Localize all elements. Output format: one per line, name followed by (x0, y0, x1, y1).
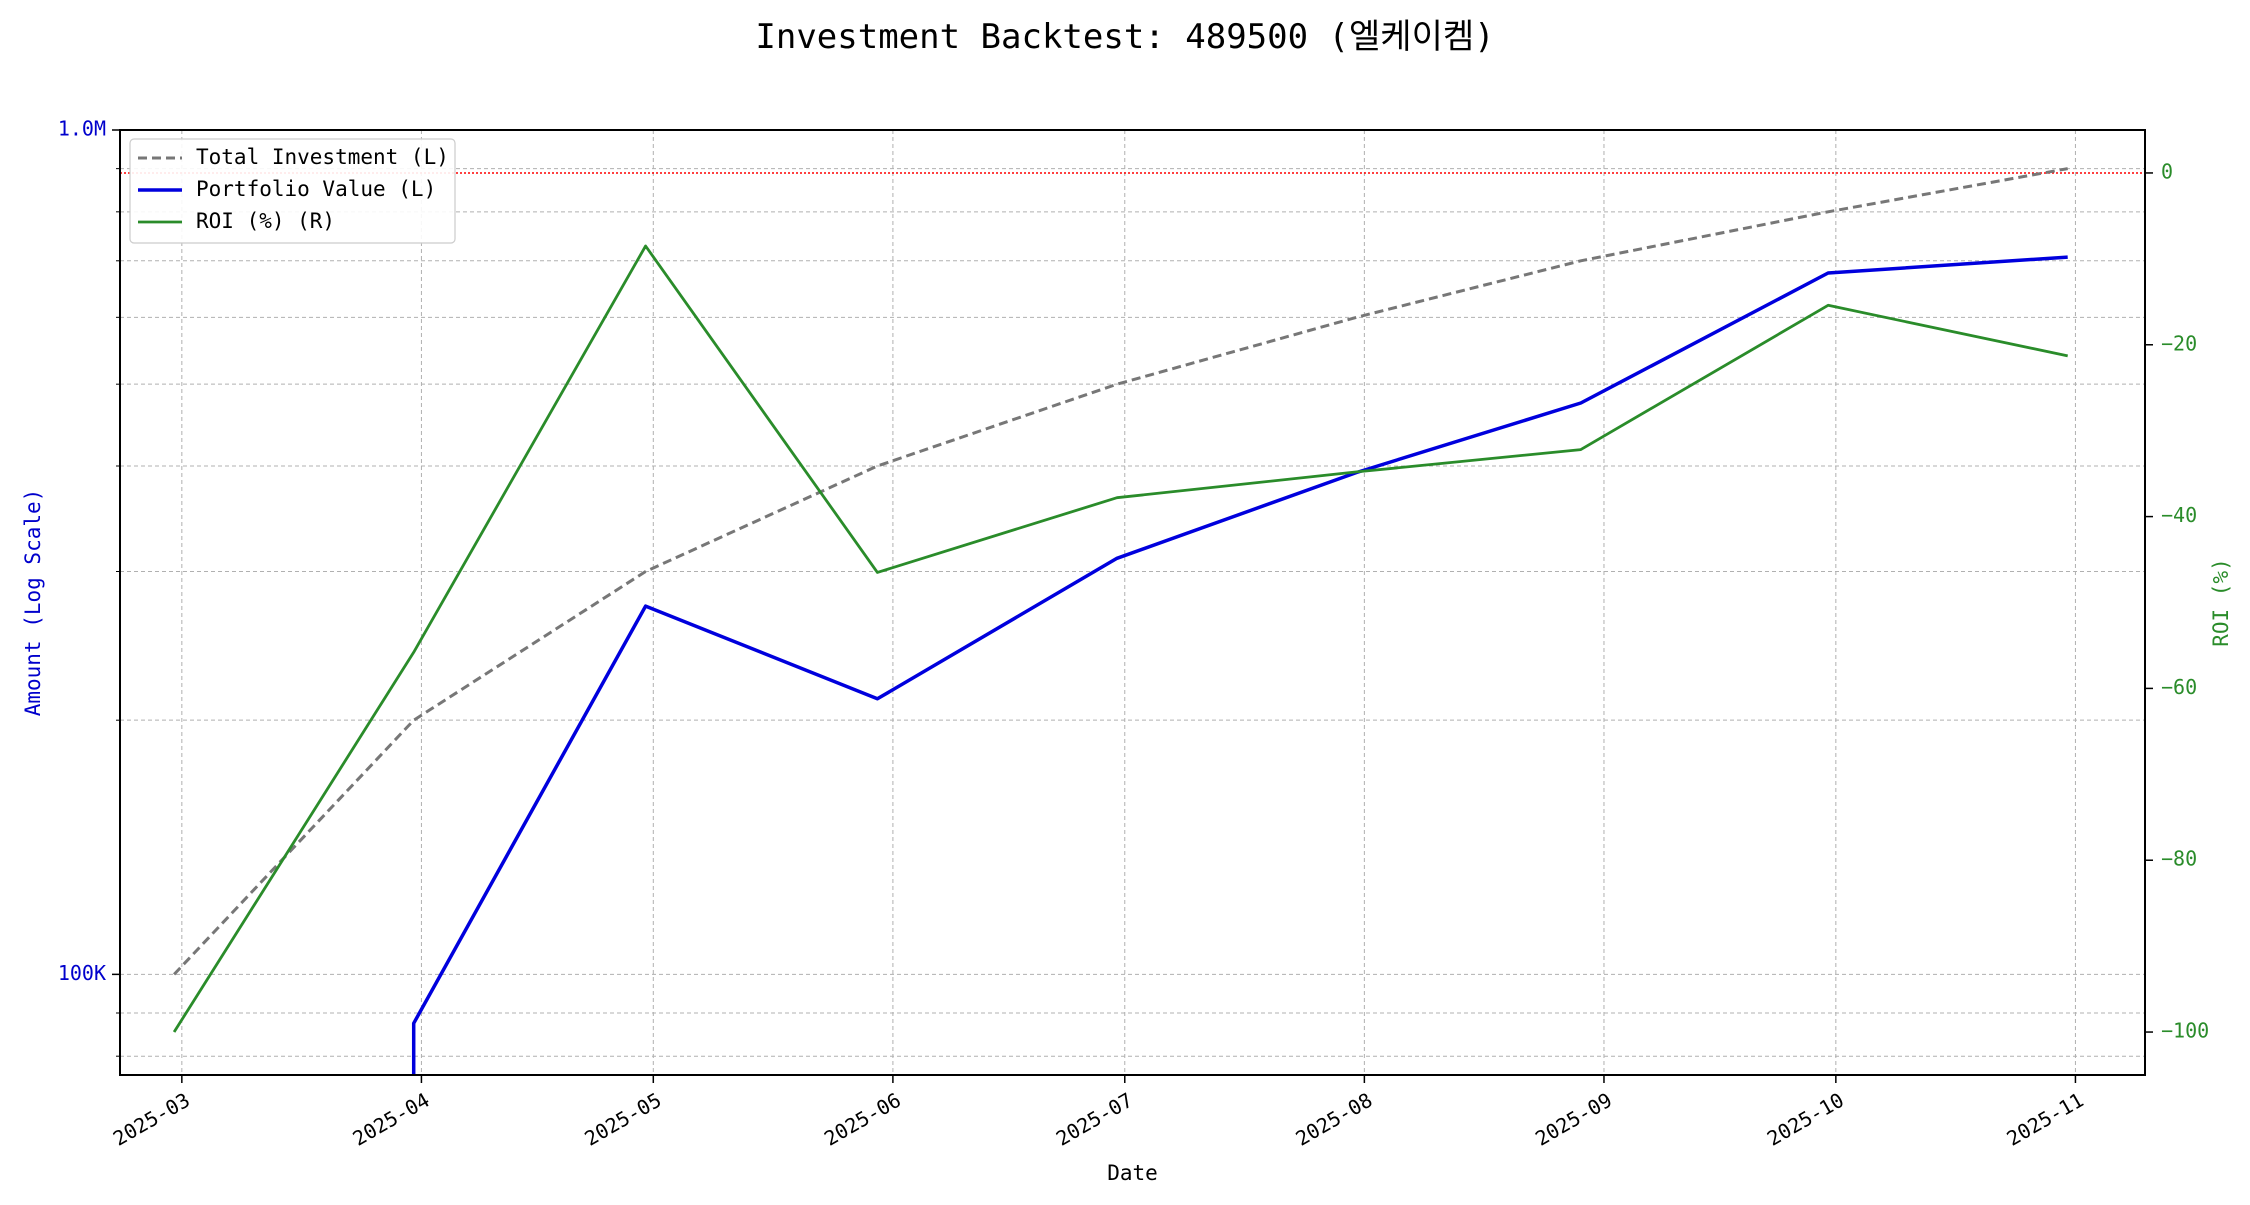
legend-label: Portfolio Value (L) (196, 177, 436, 201)
x-tick-label: 2025-08 (1291, 1088, 1376, 1151)
series-total-investment-l-line (173, 167, 2068, 976)
series-group (172, 167, 2068, 1075)
y-left-tick-label: 100K (58, 961, 106, 985)
x-tick-label: 2025-05 (580, 1088, 665, 1151)
chart-title: Investment Backtest: 489500 (엘케이켐) (755, 17, 1494, 57)
y-left-axis-label: Amount (Log Scale) (21, 489, 45, 717)
y-right-tick-label: −60 (2161, 675, 2197, 699)
y-right-tick-label: 0 (2161, 159, 2173, 183)
x-tick-label: 2025-06 (820, 1088, 905, 1151)
x-tick-label: 2025-09 (1531, 1088, 1616, 1151)
y-right-tick-label: −100 (2161, 1019, 2209, 1043)
legend-box (129, 138, 456, 244)
legend: Total Investment (L) Portfolio Value (L) R… (129, 138, 456, 244)
x-tick-label: 2025-10 (1763, 1088, 1848, 1151)
x-tick-label: 2025-03 (109, 1088, 194, 1151)
x-tick-label: 2025-04 (349, 1088, 434, 1151)
y-right-tick-label: −40 (2161, 503, 2197, 527)
plot-frame (119, 129, 2146, 1076)
x-tick-label: 2025-11 (2003, 1088, 2088, 1151)
series-roi-r-line (172, 244, 2068, 1033)
y-right-tick-label: −20 (2161, 331, 2197, 355)
legend-label: ROI (%) (R) (196, 209, 335, 233)
y-left-tick-label: 1.0M (58, 117, 106, 141)
y-right-axis-ticks: 0 −20 −40 −60 −80 −100 (2145, 159, 2209, 1043)
x-tick-label: 2025-07 (1052, 1088, 1137, 1151)
y-right-axis-label: ROI (%) (2209, 558, 2233, 647)
y-right-tick-label: −80 (2161, 847, 2197, 871)
y-left-axis-ticks: 100K 1.0M (58, 117, 120, 1057)
x-axis-label: Date (1107, 1161, 1158, 1185)
series-portfolio-value-l-line (411, 255, 2068, 1075)
legend-label: Total Investment (L) (196, 145, 449, 169)
x-axis-ticks: 2025-03 2025-04 2025-05 2025-06 2025-07 2025-… (109, 1075, 2088, 1151)
